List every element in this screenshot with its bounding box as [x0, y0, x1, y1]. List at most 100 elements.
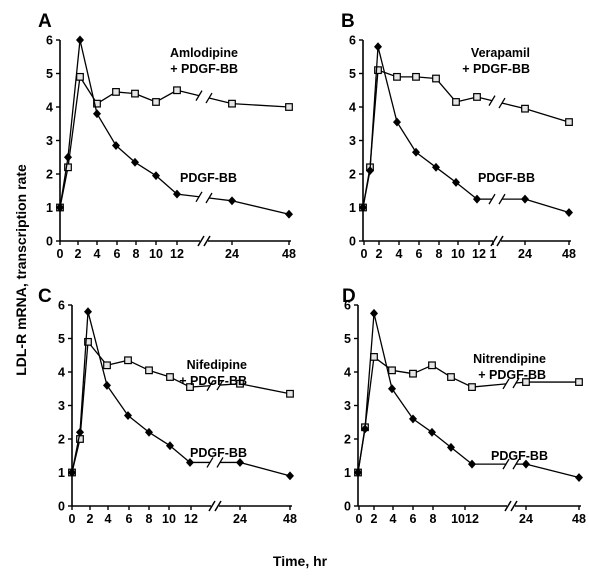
- x-tick-label: 48: [283, 512, 297, 526]
- x-tick-label: 6: [410, 512, 417, 526]
- x-tick-label: 24: [233, 512, 247, 526]
- data-point-diamond: [520, 194, 530, 204]
- series-line: [524, 108, 570, 123]
- y-tick-label: 6: [344, 299, 351, 313]
- series-break-mark: [498, 193, 506, 205]
- data-point-diamond: [446, 442, 456, 452]
- series-break-mark: [502, 458, 510, 470]
- series-break-mark: [502, 378, 510, 390]
- data-point-square: [186, 383, 194, 391]
- data-point-diamond: [185, 458, 195, 467]
- series-line: [79, 341, 89, 440]
- series-line: [455, 181, 478, 200]
- panel-letter: C: [38, 286, 52, 307]
- y-tick-label: 0: [58, 500, 65, 514]
- data-point-diamond: [365, 166, 375, 176]
- data-point-square: [473, 93, 481, 101]
- data-point-diamond: [227, 196, 237, 206]
- x-tick-label: 4: [390, 512, 397, 526]
- data-point-diamond: [172, 189, 182, 199]
- series-break-mark: [195, 90, 203, 101]
- series-line: [396, 121, 417, 153]
- x-tick-label: 12: [184, 512, 198, 526]
- series-break-mark: [216, 457, 224, 468]
- series-label: + PDGF-BB: [478, 368, 546, 382]
- data-point-diamond: [235, 458, 245, 467]
- data-point-diamond: [574, 473, 584, 482]
- y-tick-label: 0: [344, 500, 351, 514]
- data-point-square: [112, 88, 120, 96]
- data-point-square: [131, 89, 139, 98]
- series-line: [155, 175, 178, 195]
- series-line: [115, 145, 136, 163]
- y-tick-label: 4: [349, 101, 356, 115]
- data-point-square: [522, 378, 530, 386]
- x-tick-label: 0: [356, 512, 363, 526]
- series-line: [148, 431, 171, 447]
- data-point-square: [152, 98, 160, 106]
- series-line: [71, 432, 81, 473]
- y-tick-label: 3: [349, 134, 356, 148]
- y-tick-label: 2: [344, 433, 351, 447]
- x-tick-label: 48: [282, 247, 296, 261]
- x-tick-label: 6: [126, 512, 133, 526]
- x-tick-label: 10: [451, 247, 465, 261]
- series-drug-pdgf: Amlodipine + PDGF-BB: [56, 46, 293, 212]
- data-point-square: [103, 361, 111, 370]
- series-line: [435, 166, 457, 183]
- series-label: PDGF-BB: [478, 171, 535, 185]
- series-break-mark: [195, 191, 203, 203]
- series-label: Verapamil: [471, 46, 530, 60]
- data-point-diamond: [75, 427, 85, 437]
- axis-break-mark: [496, 235, 504, 247]
- data-point-square: [432, 74, 440, 83]
- axis-break-mark: [203, 235, 211, 247]
- data-point-square: [428, 361, 436, 370]
- y-tick-label: 2: [46, 168, 53, 182]
- series-line: [134, 161, 157, 177]
- series-pdgf: PDGF-BB: [358, 42, 574, 217]
- series-label: Nifedipine: [187, 358, 247, 372]
- data-point-diamond: [92, 109, 102, 119]
- x-tick-label: 4: [94, 247, 101, 261]
- x-tick-label: 0: [57, 247, 64, 261]
- data-point-square: [76, 72, 84, 81]
- x-tick-label: 24: [225, 247, 239, 261]
- series-line: [435, 78, 457, 103]
- data-point-diamond: [472, 194, 482, 204]
- series-line: [239, 383, 291, 395]
- series-label: PDGF-BB: [491, 449, 548, 463]
- data-point-diamond: [75, 35, 85, 45]
- x-tick-label: 0: [361, 247, 368, 261]
- series-line: [231, 200, 290, 215]
- y-tick-label: 0: [46, 235, 53, 249]
- series-label: + PDGF-BB: [170, 62, 238, 76]
- series-drug-pdgf: Nifedipine + PDGF-BB: [68, 337, 294, 477]
- x-tick-label: 6: [114, 247, 121, 261]
- data-point-square: [236, 379, 244, 388]
- x-tick-label: 2: [75, 247, 82, 261]
- data-point-diamond: [83, 307, 93, 317]
- y-tick-label: 5: [344, 332, 351, 346]
- x-tick-label: 2: [376, 247, 383, 261]
- data-point-square: [64, 163, 72, 172]
- series-line: [106, 385, 129, 416]
- data-point-diamond: [130, 157, 140, 167]
- series-line: [208, 197, 233, 202]
- series-break-mark: [488, 193, 496, 205]
- series-label: Amlodipine: [170, 46, 238, 60]
- data-point-diamond: [369, 308, 379, 318]
- series-line: [239, 461, 291, 477]
- data-point-square: [388, 366, 396, 375]
- x-tick-label: 8: [436, 247, 443, 261]
- data-point-diamond: [387, 384, 397, 394]
- series-line: [176, 193, 200, 198]
- data-point-square: [447, 373, 455, 381]
- x-tick-label: 12: [472, 247, 486, 261]
- y-tick-label: 1: [349, 201, 356, 215]
- data-point-diamond: [427, 427, 437, 437]
- series-line: [525, 463, 580, 479]
